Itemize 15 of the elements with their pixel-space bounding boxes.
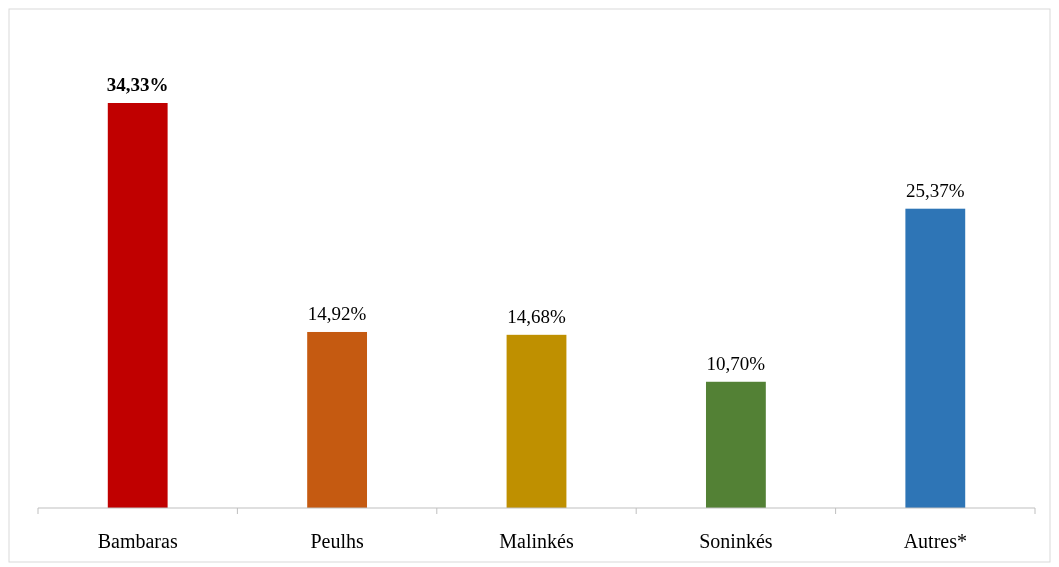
data-label: 34,33% — [106, 74, 169, 95]
bar — [506, 334, 567, 508]
data-label: 14,68% — [507, 305, 566, 327]
bar — [107, 103, 168, 508]
bar — [705, 381, 766, 508]
x-tick-label: Bambaras — [97, 530, 178, 552]
data-label: 10,70% — [706, 352, 766, 374]
data-label: 14,92% — [307, 302, 367, 324]
x-tick-label: Soninkés — [699, 530, 773, 552]
x-tick-label: Malinkés — [499, 530, 574, 552]
x-tick-label: Autres* — [903, 530, 967, 552]
x-tick-label: Peulhs — [310, 530, 364, 552]
data-label: 25,37% — [906, 179, 965, 201]
bar — [307, 331, 368, 508]
bar — [905, 208, 966, 508]
